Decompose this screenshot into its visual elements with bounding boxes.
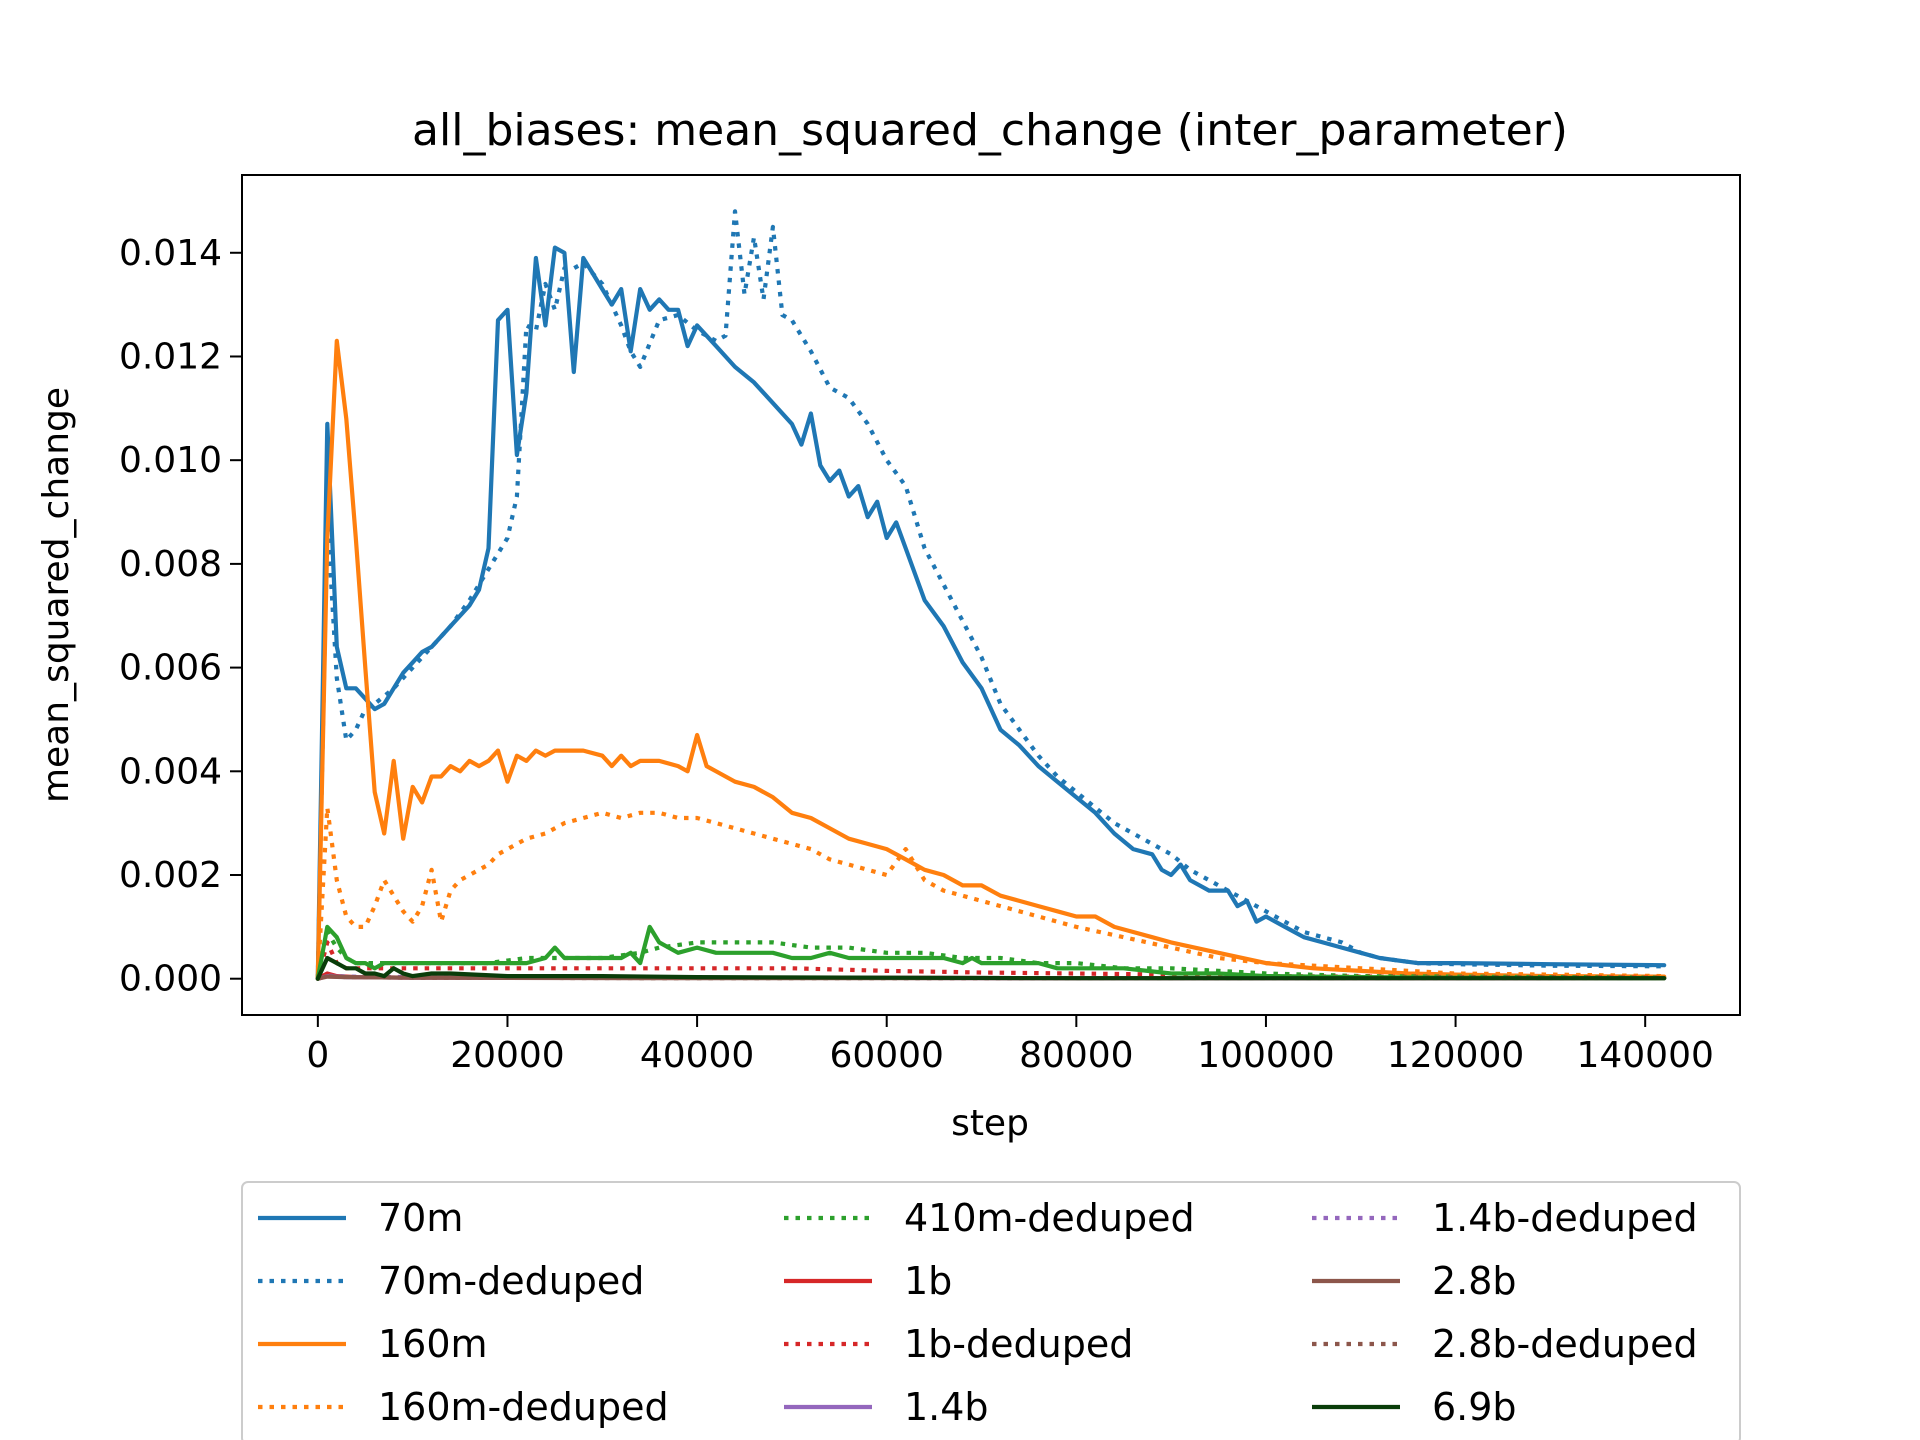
legend-label-2.8b-deduped: 2.8b-deduped <box>1432 1322 1698 1366</box>
y-tick-label: 0.002 <box>119 855 222 896</box>
x-axis-label: step <box>951 1103 1029 1144</box>
legend-label-2.8b: 2.8b <box>1432 1259 1517 1303</box>
x-tick-label: 0 <box>306 1035 329 1076</box>
legend-label-410m-deduped: 410m-deduped <box>904 1196 1195 1240</box>
series-line-6.9b <box>315 955 1667 981</box>
series-line-410m <box>315 924 1667 981</box>
y-axis-label: mean_squared_change <box>36 387 77 803</box>
y-axis: 0.000 0.002 0.004 0.006 0.008 0.010 0.012 0.014 <box>119 233 242 1000</box>
legend-label-1b-deduped: 1b-deduped <box>904 1322 1133 1366</box>
legend-label-70m: 70m <box>378 1196 463 1240</box>
legend-label-70m-deduped: 70m-deduped <box>378 1259 644 1303</box>
legend-label-160m: 160m <box>378 1322 488 1366</box>
legend-label-6.9b: 6.9b <box>1432 1385 1517 1429</box>
x-tick-label: 80000 <box>1019 1035 1134 1076</box>
chart-title: all_biases: mean_squared_change (inter_p… <box>412 105 1568 156</box>
y-tick-label: 0.014 <box>119 233 222 274</box>
legend-box <box>241 1181 1741 1440</box>
series-line-70m <box>315 245 1667 981</box>
y-tick-label: 0.006 <box>119 648 222 689</box>
x-tick-label: 100000 <box>1197 1035 1334 1076</box>
x-tick-label: 60000 <box>829 1035 944 1076</box>
x-tick-label: 120000 <box>1387 1035 1524 1076</box>
y-tick-label: 0.000 <box>119 959 222 1000</box>
x-axis: 0 20000 40000 60000 80000 100000 120000 140000 <box>306 1015 1714 1076</box>
series-line-160m <box>315 338 1667 981</box>
series-layer <box>315 209 1667 981</box>
legend-label-1.4b: 1.4b <box>904 1385 989 1429</box>
y-tick-label: 0.010 <box>119 440 222 481</box>
legend-label-160m-deduped: 160m-deduped <box>378 1385 669 1429</box>
legend-label-1b: 1b <box>904 1259 952 1303</box>
series-line-70m-deduped <box>315 209 1665 979</box>
x-tick-label: 20000 <box>450 1035 565 1076</box>
y-tick-label: 0.004 <box>119 751 222 792</box>
y-tick-label: 0.008 <box>119 544 222 585</box>
series-line-160m-deduped <box>315 805 1665 979</box>
x-tick-label: 40000 <box>640 1035 755 1076</box>
y-tick-label: 0.012 <box>119 336 222 377</box>
legend: 70m 70m-deduped 160m 160m-deduped 410m-dedup… <box>241 1181 1741 1440</box>
x-tick-label: 140000 <box>1576 1035 1713 1076</box>
plot-frame <box>241 174 1741 1016</box>
legend-label-1.4b-deduped: 1.4b-deduped <box>1432 1196 1698 1240</box>
